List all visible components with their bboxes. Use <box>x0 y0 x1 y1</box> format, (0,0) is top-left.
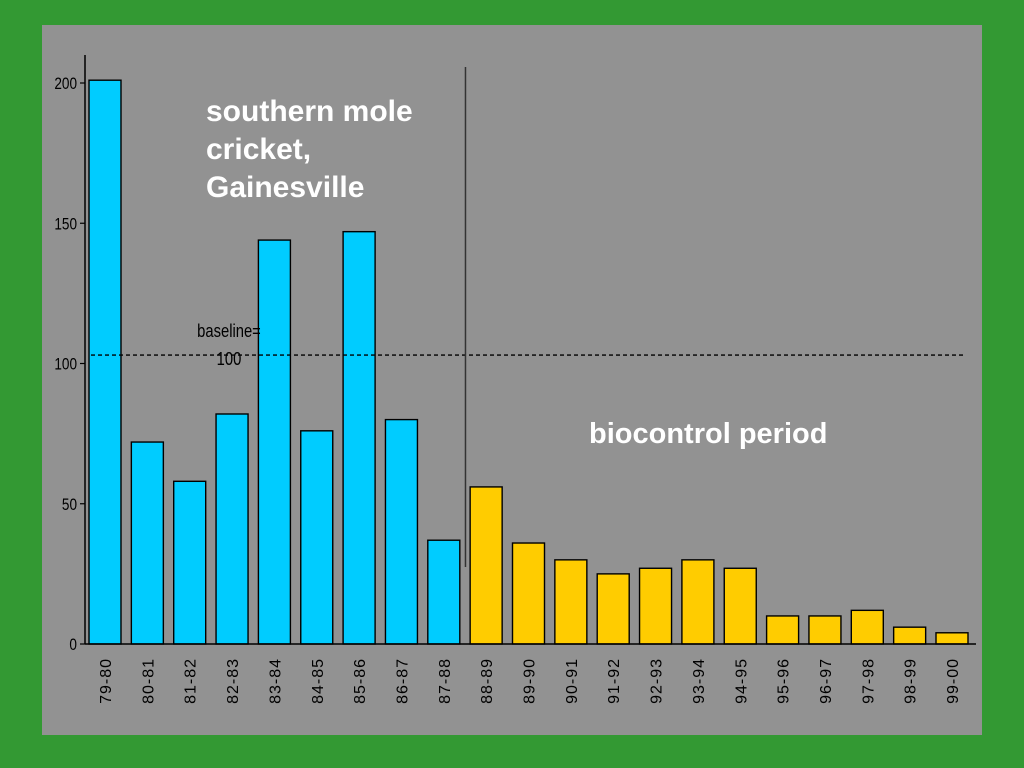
bar-94-95 <box>723 567 757 645</box>
x-tick-label-93-94: 93-94 <box>691 658 708 704</box>
x-tick-label-99-00: 99-00 <box>945 658 962 704</box>
y-tick-label-200: 200 <box>54 75 77 94</box>
bar-93-94 <box>681 559 715 645</box>
bar-chart: 0 50 100 150 200 79-80 80-81 81-82 82-83 83-84 84-… <box>54 55 976 704</box>
x-tick-label-94-95: 94-95 <box>733 658 750 704</box>
bar-98-99 <box>892 626 927 645</box>
x-tick-label-82-83: 82-83 <box>225 658 242 704</box>
bar-89-90 <box>511 542 546 645</box>
bar-80-81 <box>130 441 165 645</box>
x-tick-label-98-99: 98-99 <box>903 658 920 704</box>
bar-99-00 <box>935 632 969 645</box>
bar-79-80 <box>88 79 122 645</box>
y-tick-label-50: 50 <box>62 495 77 514</box>
x-tick-label-85-86: 85-86 <box>352 658 369 704</box>
chart-title: southern mole cricket, Gainesville <box>206 95 413 204</box>
x-tick-label-89-90: 89-90 <box>522 658 539 704</box>
x-tick-label-97-98: 97-98 <box>860 658 877 704</box>
x-tick-label-83-84: 83-84 <box>267 658 284 704</box>
y-tick-label-150: 150 <box>54 215 77 234</box>
x-tick-label-95-96: 95-96 <box>776 658 793 704</box>
bar-92-93 <box>638 567 673 645</box>
baseline-label: baseline= 100 <box>197 321 261 369</box>
bar-86-87 <box>384 418 419 645</box>
x-tick-label-81-82: 81-82 <box>183 658 200 704</box>
x-tick-label-79-80: 79-80 <box>98 658 115 704</box>
x-tick-label-84-85: 84-85 <box>310 658 327 704</box>
chart-panel: 0 50 100 150 200 79-80 80-81 81-82 82-83 83-84 84-… <box>42 25 982 735</box>
x-tick-label-87-88: 87-88 <box>437 658 454 704</box>
bar-81-82 <box>172 480 207 645</box>
bar-83-84 <box>257 239 292 645</box>
biocontrol-period-label: biocontrol period <box>589 418 828 450</box>
bar-96-97 <box>808 615 842 645</box>
x-tick-label-80-81: 80-81 <box>140 658 157 704</box>
y-tick-label-0: 0 <box>69 636 77 655</box>
bar-91-92 <box>596 573 630 645</box>
x-tick-label-86-87: 86-87 <box>394 658 411 704</box>
bar-82-83 <box>215 413 249 645</box>
y-tick-label-100: 100 <box>54 355 77 374</box>
x-tick-label-91-92: 91-92 <box>606 658 623 704</box>
bar-88-89 <box>469 486 503 645</box>
x-tick-label-90-91: 90-91 <box>564 658 581 704</box>
x-tick-label-96-97: 96-97 <box>818 658 835 704</box>
bar-84-85 <box>300 430 334 645</box>
bar-85-86 <box>342 230 376 645</box>
x-tick-label-88-89: 88-89 <box>479 658 496 704</box>
bar-87-88 <box>427 539 461 645</box>
bar-97-98 <box>850 609 884 645</box>
x-tick-label-92-93: 92-93 <box>649 658 666 704</box>
bar-90-91 <box>554 559 588 645</box>
bar-95-96 <box>765 615 800 645</box>
